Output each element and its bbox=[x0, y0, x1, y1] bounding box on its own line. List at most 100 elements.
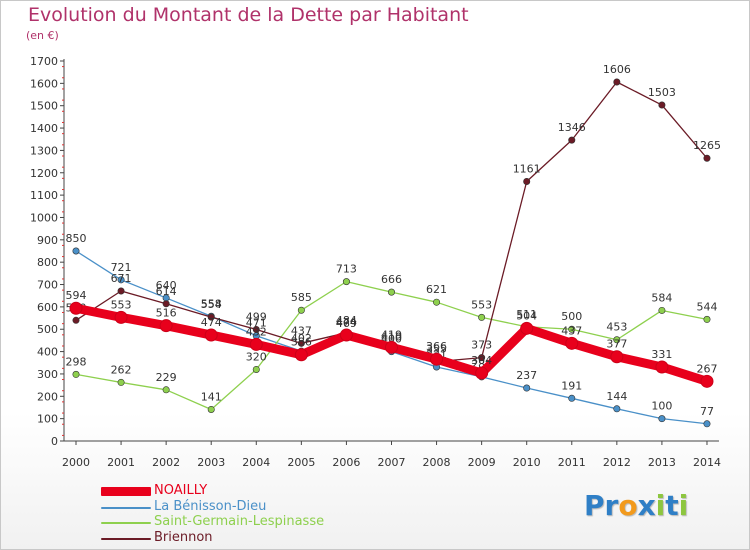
data-label: 640 bbox=[156, 279, 177, 292]
x-tick-label: 2014 bbox=[693, 456, 721, 469]
data-point bbox=[523, 384, 531, 392]
data-point bbox=[72, 370, 80, 378]
data-label: 304 bbox=[471, 354, 492, 367]
legend-swatch bbox=[101, 522, 151, 524]
data-point bbox=[430, 352, 444, 366]
data-point bbox=[658, 306, 666, 314]
data-label: 516 bbox=[156, 307, 177, 320]
legend-label: Briennon bbox=[154, 529, 213, 545]
data-point bbox=[523, 177, 531, 185]
data-label: 437 bbox=[291, 324, 312, 337]
x-tick-label: 2013 bbox=[648, 456, 676, 469]
data-point bbox=[207, 313, 215, 321]
x-tick-label: 2005 bbox=[287, 456, 315, 469]
data-point bbox=[117, 378, 125, 386]
y-tick-label: 1300 bbox=[30, 144, 58, 157]
data-point bbox=[658, 101, 666, 109]
y-tick-label: 500 bbox=[37, 323, 58, 336]
data-label: 500 bbox=[561, 310, 582, 323]
data-label: 100 bbox=[651, 400, 672, 413]
data-label: 553 bbox=[111, 298, 132, 311]
data-label: 1265 bbox=[693, 139, 721, 152]
data-point bbox=[700, 374, 714, 388]
y-tick-label: 300 bbox=[37, 368, 58, 381]
data-label: 499 bbox=[246, 310, 267, 323]
legend-swatch bbox=[101, 506, 151, 509]
proxiti-logo: Proxiti bbox=[584, 489, 688, 522]
x-tick-label: 2007 bbox=[377, 456, 405, 469]
data-label: 666 bbox=[381, 273, 402, 286]
data-point bbox=[339, 328, 353, 342]
data-label: 386 bbox=[291, 336, 312, 349]
y-tick-label: 400 bbox=[37, 346, 58, 359]
data-point bbox=[162, 386, 170, 394]
data-label: 474 bbox=[201, 316, 222, 329]
data-label: 229 bbox=[156, 371, 177, 384]
data-label: 373 bbox=[471, 339, 492, 352]
logo-letter: r bbox=[604, 489, 619, 522]
data-point bbox=[610, 350, 624, 364]
data-point bbox=[613, 405, 621, 413]
legend-label: La Bénisson-Dieu bbox=[154, 498, 267, 514]
data-label: 1161 bbox=[513, 162, 541, 175]
data-point bbox=[703, 420, 711, 428]
data-label: 267 bbox=[696, 362, 717, 375]
legend-label: NOAILLY bbox=[154, 483, 208, 498]
y-tick-label: 1400 bbox=[30, 122, 58, 135]
y-tick-label: 600 bbox=[37, 301, 58, 314]
data-point bbox=[249, 337, 263, 351]
data-label: 453 bbox=[606, 321, 627, 334]
data-label: 585 bbox=[291, 291, 312, 304]
data-label: 141 bbox=[201, 390, 222, 403]
data-label: 320 bbox=[246, 350, 267, 363]
data-label: 355 bbox=[426, 343, 447, 356]
data-label: 144 bbox=[606, 390, 627, 403]
data-label: 713 bbox=[336, 263, 357, 276]
data-point bbox=[69, 301, 83, 315]
data-label: 298 bbox=[66, 355, 87, 368]
data-label: 1503 bbox=[648, 86, 676, 99]
data-point bbox=[297, 306, 305, 314]
data-label: 621 bbox=[426, 283, 447, 296]
data-point bbox=[568, 394, 576, 402]
x-tick-label: 2004 bbox=[242, 456, 270, 469]
data-label: 504 bbox=[516, 309, 537, 322]
data-label: 1346 bbox=[558, 121, 586, 134]
y-tick-label: 700 bbox=[37, 279, 58, 292]
x-tick-label: 2006 bbox=[332, 456, 360, 469]
x-tick-label: 2011 bbox=[558, 456, 586, 469]
data-point bbox=[159, 319, 173, 333]
x-tick-label: 2003 bbox=[197, 456, 225, 469]
x-tick-label: 2002 bbox=[152, 456, 180, 469]
data-label: 584 bbox=[651, 291, 672, 304]
chart-unit-label: (en €) bbox=[26, 29, 59, 42]
y-tick-label: 200 bbox=[37, 390, 58, 403]
logo-letter: t bbox=[665, 489, 679, 522]
x-tick-label: 2010 bbox=[513, 456, 541, 469]
data-label: 850 bbox=[66, 232, 87, 245]
data-label: 377 bbox=[606, 338, 627, 351]
data-point bbox=[162, 300, 170, 308]
data-point bbox=[384, 340, 398, 354]
data-point bbox=[117, 287, 125, 295]
data-label: 366 bbox=[426, 340, 447, 353]
chart-title: Evolution du Montant de la Dette par Hab… bbox=[28, 4, 469, 26]
data-label: 471 bbox=[246, 317, 267, 330]
data-label: 410 bbox=[381, 330, 402, 343]
legend-swatch bbox=[101, 537, 151, 540]
data-point bbox=[207, 405, 215, 413]
data-point bbox=[520, 321, 534, 335]
data-point bbox=[658, 415, 666, 423]
data-label: 432 bbox=[246, 325, 267, 338]
logo-letter: i bbox=[655, 489, 666, 522]
x-tick-label: 2000 bbox=[62, 456, 90, 469]
data-label: 262 bbox=[111, 363, 132, 376]
data-point bbox=[475, 366, 489, 380]
x-tick-label: 2012 bbox=[603, 456, 631, 469]
data-label: 437 bbox=[561, 324, 582, 337]
y-tick-label: 1100 bbox=[30, 189, 58, 202]
data-label: 191 bbox=[561, 379, 582, 392]
data-label: 614 bbox=[156, 285, 177, 298]
data-point bbox=[613, 78, 621, 86]
data-point bbox=[478, 354, 486, 362]
